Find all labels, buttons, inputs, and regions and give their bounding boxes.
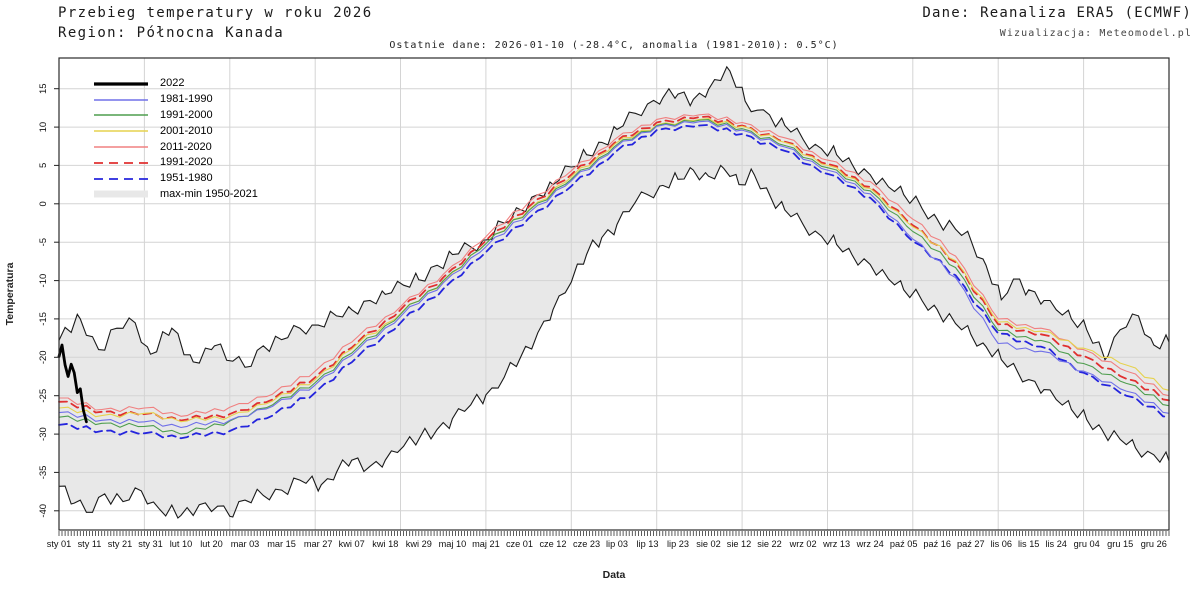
svg-text:lis 15: lis 15 <box>1018 539 1039 549</box>
legend-item: 1951-1980 <box>92 171 258 187</box>
legend-line-swatch <box>94 146 148 148</box>
svg-text:kwi 07: kwi 07 <box>339 539 365 549</box>
svg-text:sty 01: sty 01 <box>47 539 72 549</box>
svg-text:-15: -15 <box>38 312 49 326</box>
legend-item: 1991-2020 <box>92 155 258 171</box>
legend-label: 2022 <box>160 77 185 90</box>
axis-ticks <box>54 88 1170 536</box>
legend-label: 1981-1990 <box>160 93 213 106</box>
svg-text:wrz 13: wrz 13 <box>822 539 850 549</box>
svg-text:paź 16: paź 16 <box>923 539 951 549</box>
legend-line-swatch <box>94 82 148 86</box>
svg-text:-30: -30 <box>38 427 49 441</box>
series-1981-1990 <box>58 120 1170 429</box>
series-2022 <box>57 343 88 424</box>
legend-line-swatch <box>94 130 148 132</box>
svg-text:lip 13: lip 13 <box>637 539 659 549</box>
svg-text:sty 31: sty 31 <box>138 539 163 549</box>
svg-text:sie 22: sie 22 <box>757 539 782 549</box>
last-data-annotation: Ostatnie dane: 2026-01-10 (-28.4°C, anom… <box>389 40 839 51</box>
axis-titles: Temperatura Data <box>4 262 626 581</box>
svg-text:-35: -35 <box>38 466 49 480</box>
svg-text:cze 12: cze 12 <box>539 539 566 549</box>
series-1951-1980 <box>58 124 1170 440</box>
legend-label: 1991-2020 <box>160 156 213 169</box>
legend-label: 1991-2000 <box>160 108 213 121</box>
max-min-band <box>59 66 1169 519</box>
legend-item: 1981-1990 <box>92 92 258 108</box>
legend-label: 2011-2020 <box>160 140 212 153</box>
legend-item: 2001-2010 <box>92 123 258 139</box>
svg-text:lis 24: lis 24 <box>1045 539 1066 549</box>
legend-label: max-min 1950-2021 <box>160 187 258 200</box>
svg-text:10: 10 <box>38 122 49 133</box>
legend-label: 2001-2010 <box>160 124 213 137</box>
svg-text:gru 26: gru 26 <box>1141 539 1167 549</box>
svg-text:kwi 29: kwi 29 <box>406 539 432 549</box>
svg-text:mar 15: mar 15 <box>267 539 296 549</box>
svg-text:wrz 24: wrz 24 <box>856 539 884 549</box>
page-title: Przebieg temperatury w roku 2026 <box>58 5 373 21</box>
svg-text:mar 03: mar 03 <box>231 539 260 549</box>
legend-line-swatch <box>94 114 148 117</box>
svg-text:-20: -20 <box>38 350 49 364</box>
series-1991-2020 <box>58 115 1170 422</box>
legend-line-swatch <box>94 98 148 101</box>
svg-text:sty 21: sty 21 <box>108 539 133 549</box>
svg-text:paź 27: paź 27 <box>957 539 985 549</box>
svg-text:cze 01: cze 01 <box>506 539 533 549</box>
svg-text:gru 15: gru 15 <box>1107 539 1133 549</box>
svg-text:sie 12: sie 12 <box>727 539 752 549</box>
svg-text:lip 03: lip 03 <box>606 539 628 549</box>
svg-text:wrz 02: wrz 02 <box>789 539 817 549</box>
y-tick-labels: 15 10 5 0 -5 -10 -15 -20 -25 -30 -35 -40 <box>38 83 49 517</box>
svg-text:-40: -40 <box>38 504 49 518</box>
y-axis-title: Temperatura <box>4 262 16 325</box>
visualization-credit: Wizualizacja: Meteomodel.pl <box>999 28 1192 39</box>
series-2001-2010 <box>58 117 1170 423</box>
svg-text:lut 20: lut 20 <box>200 539 222 549</box>
svg-text:sty 11: sty 11 <box>78 539 102 549</box>
legend-item: 2011-2020 <box>92 139 258 155</box>
svg-text:-5: -5 <box>38 238 49 246</box>
svg-text:-25: -25 <box>38 389 49 403</box>
svg-text:lut 10: lut 10 <box>170 539 192 549</box>
svg-text:kwi 18: kwi 18 <box>372 539 398 549</box>
svg-text:sie 02: sie 02 <box>696 539 721 549</box>
chart-legend: 2022 1981-1990 1991-2000 2001-2010 2011-2020… <box>92 76 258 202</box>
svg-text:-10: -10 <box>38 274 49 288</box>
legend-line-swatch <box>94 177 148 180</box>
legend-item: max-min 1950-2021 <box>92 187 258 203</box>
svg-text:mar 27: mar 27 <box>304 539 333 549</box>
svg-text:maj 21: maj 21 <box>472 539 500 549</box>
svg-text:paź 05: paź 05 <box>890 539 918 549</box>
x-axis-title: Data <box>603 569 626 581</box>
legend-item: 2022 <box>92 76 258 92</box>
svg-text:5: 5 <box>38 163 49 168</box>
svg-text:gru 04: gru 04 <box>1074 539 1100 549</box>
band-edges <box>58 65 1170 519</box>
svg-text:maj 10: maj 10 <box>439 539 467 549</box>
svg-text:15: 15 <box>38 83 49 94</box>
legend-item: 1991-2000 <box>92 108 258 124</box>
svg-text:cze 23: cze 23 <box>573 539 600 549</box>
svg-text:lis 06: lis 06 <box>991 539 1012 549</box>
x-tick-labels: sty 01 sty 11 sty 21 sty 31 lut 10 lut 20 mar … <box>47 539 1167 549</box>
region-subtitle: Region: Północna Kanada <box>58 25 285 41</box>
plot-border <box>58 57 1170 531</box>
legend-band-swatch <box>94 190 148 198</box>
legend-label: 1951-1980 <box>160 172 213 185</box>
svg-text:0: 0 <box>38 201 49 206</box>
svg-text:lip 23: lip 23 <box>667 539 689 549</box>
series-2011-2020 <box>58 113 1170 417</box>
legend-line-swatch <box>94 161 148 164</box>
data-source-label: Dane: Reanaliza ERA5 (ECMWF) <box>922 5 1192 21</box>
